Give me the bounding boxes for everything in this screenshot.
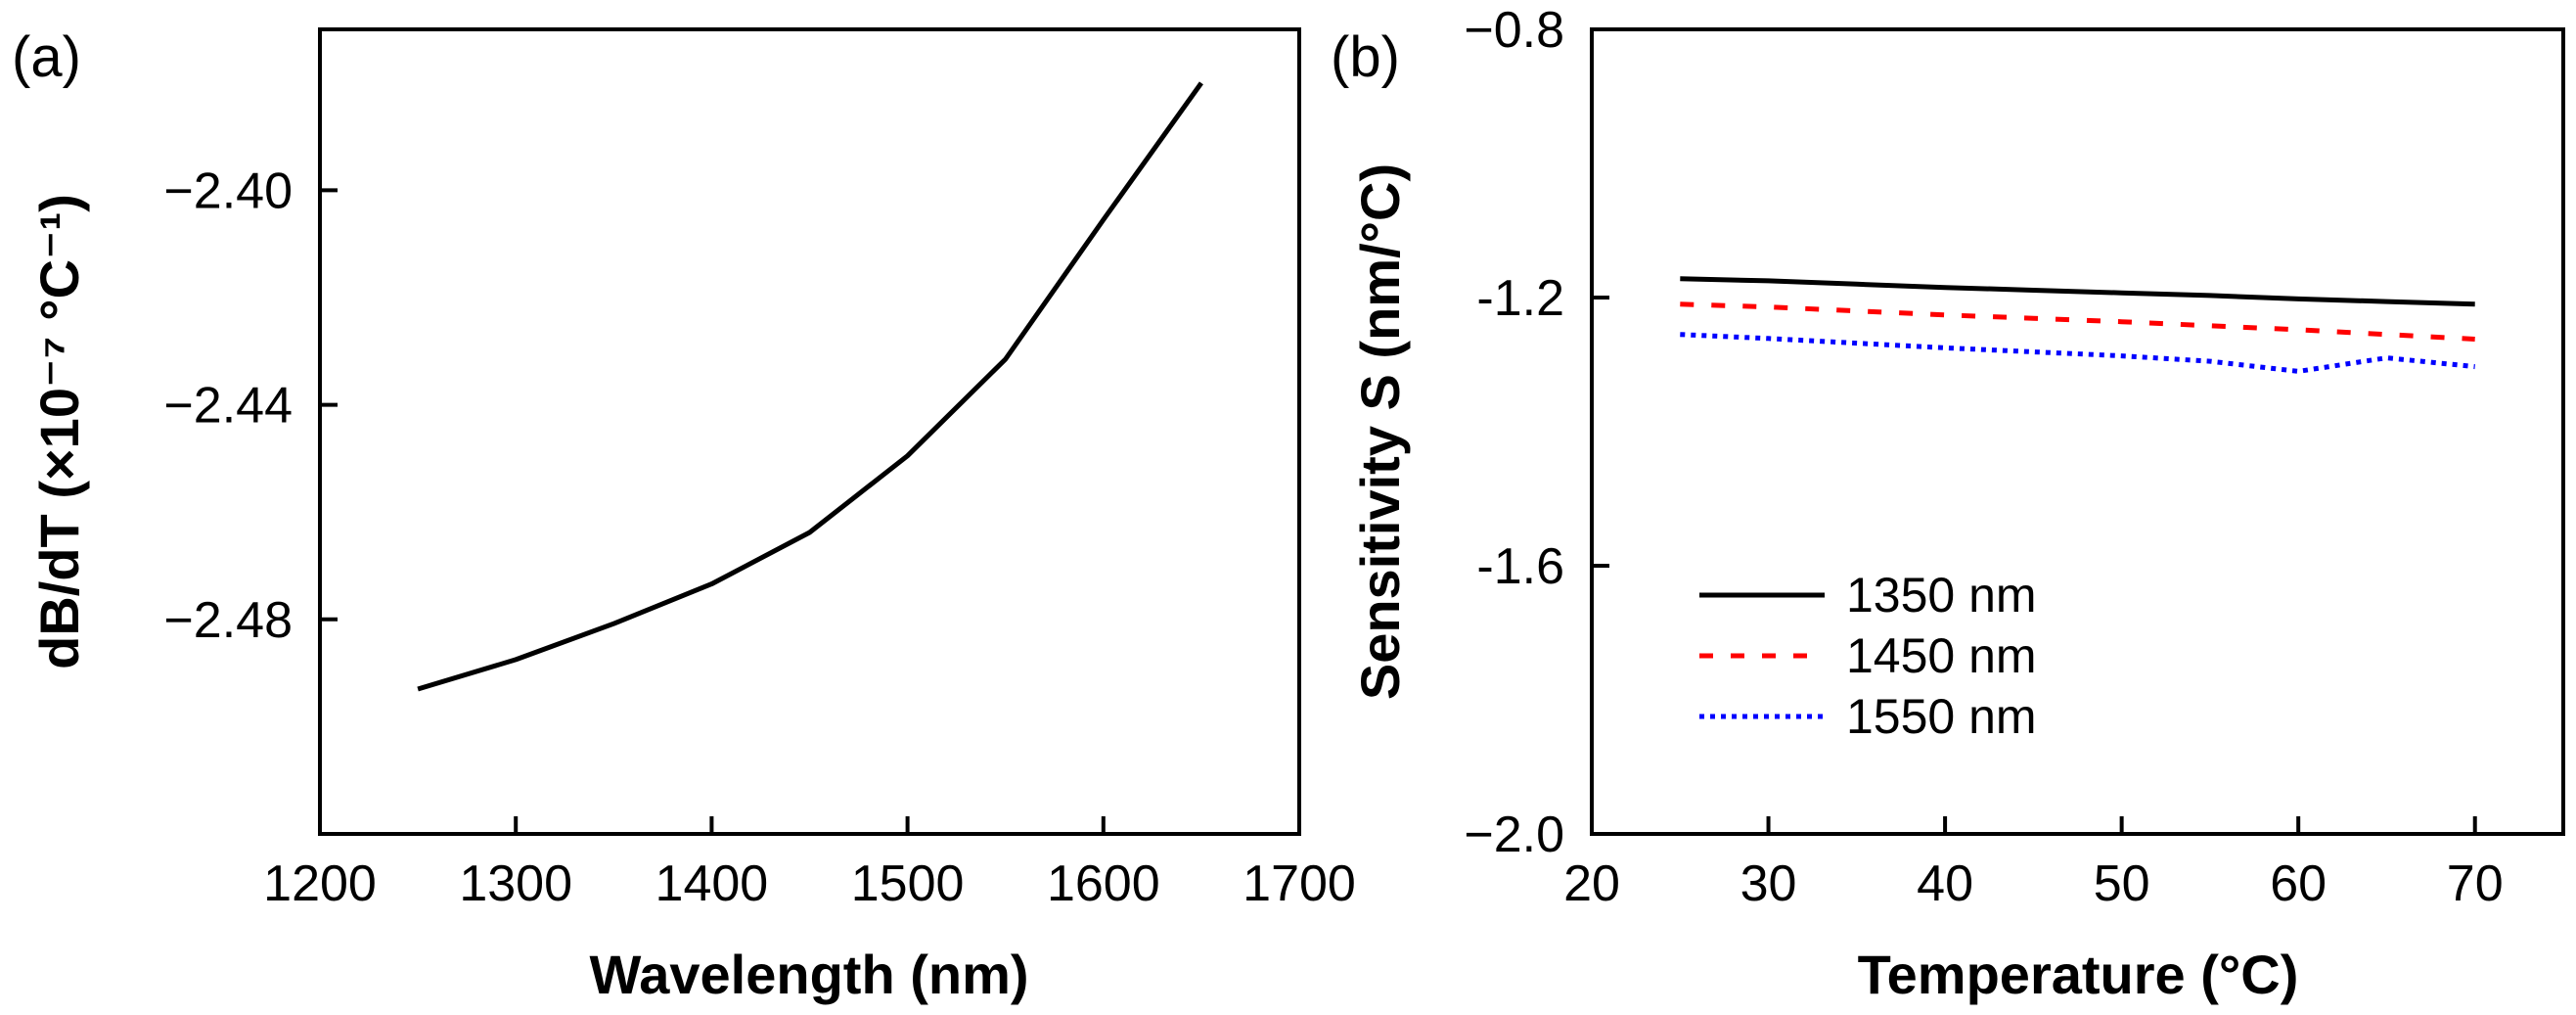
y-tick-label-a: −2.48 xyxy=(163,592,293,649)
ticks-b xyxy=(1590,27,2477,836)
series-b xyxy=(1680,276,2475,374)
x-tick-label-a: 1200 xyxy=(263,855,377,912)
y-axis-title-b: Sensitivity S (nm/°C) xyxy=(1349,163,1411,700)
tick-labels-a: 1200 1300 1400 1500 1600 1700 −2.48 −2.44 −2.40 xyxy=(163,162,1355,912)
legend-label-1: 1350 nm xyxy=(1846,568,2037,623)
legend-label-2: 1450 nm xyxy=(1846,628,2037,683)
x-tick-label-b: 60 xyxy=(2270,855,2327,912)
series-line-b-3 xyxy=(1680,332,2475,374)
x-tick-label-a: 1300 xyxy=(459,855,572,912)
y-tick-label-b: −0.8 xyxy=(1464,2,1564,59)
chart-panel-b: (b) 20 30 40 50 60 70 −2.0 -1.6 -1.2 −0.8 1350 nm… xyxy=(1331,2,2565,1005)
y-axis-title-a: dB/dT (×10⁻⁷ °C⁻¹) xyxy=(28,194,90,669)
x-tick-label-b: 70 xyxy=(2447,855,2504,912)
x-tick-label-b: 40 xyxy=(1917,855,1973,912)
y-tick-label-a: −2.40 xyxy=(163,162,293,219)
series-line-b-2 xyxy=(1680,301,2475,342)
tick-labels-b: 20 30 40 50 60 70 −2.0 -1.6 -1.2 −0.8 xyxy=(1464,2,2503,912)
series-line-b-1 xyxy=(1680,276,2475,307)
series-line-a-1 xyxy=(417,81,1203,692)
x-tick-label-a: 1500 xyxy=(851,855,965,912)
x-tick-label-a: 1400 xyxy=(655,855,769,912)
y-tick-label-b: -1.2 xyxy=(1476,270,1564,327)
x-tick-label-b: 30 xyxy=(1740,855,1797,912)
y-tick-label-a: −2.44 xyxy=(163,378,293,435)
x-tick-label-a: 1600 xyxy=(1047,855,1160,912)
legend-label-3: 1550 nm xyxy=(1846,689,2037,744)
plot-frame-a xyxy=(318,27,1301,836)
x-tick-label-b: 20 xyxy=(1563,855,1620,912)
x-tick-label-a: 1700 xyxy=(1243,855,1356,912)
panel-label-a: (a) xyxy=(12,25,81,89)
panel-label-b: (b) xyxy=(1331,25,1400,89)
x-tick-label-b: 50 xyxy=(2094,855,2150,912)
x-axis-title-b: Temperature (°C) xyxy=(1858,944,2299,1005)
x-axis-title-a: Wavelength (nm) xyxy=(589,944,1028,1005)
ticks-a xyxy=(318,188,1301,834)
y-tick-label-b: −2.0 xyxy=(1464,807,1564,863)
series-a xyxy=(417,81,1203,692)
y-tick-label-b: -1.6 xyxy=(1476,538,1564,595)
plot-frame-b xyxy=(1590,27,2565,836)
chart-panel-a: (a) 1200 1300 1400 1500 1600 1700 −2.48 −2.44 −2… xyxy=(12,25,1356,1005)
